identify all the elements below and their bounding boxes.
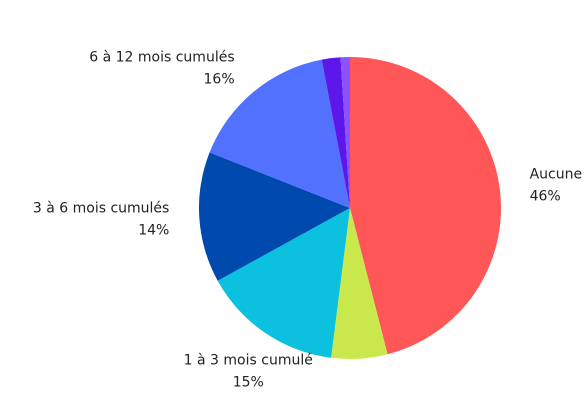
pie-slice (321, 57, 350, 209)
pie-slice (350, 57, 501, 355)
pie-slice (199, 152, 350, 281)
slice-value-label: 15% (233, 375, 264, 391)
pie-slice (340, 57, 350, 208)
pie-slice (331, 208, 388, 360)
slice-value-label: 16% (204, 72, 235, 88)
slice-label: 6 à 12 mois cumulés (89, 50, 234, 66)
slice-label: 1 à 3 mois cumulé (184, 353, 313, 369)
slice-label: 3 à 6 mois cumulés (33, 200, 169, 216)
slice-value-label: 14% (138, 222, 169, 238)
pie-slice (217, 208, 350, 358)
slice-label: Aucune (530, 166, 583, 182)
pie-slice (209, 59, 350, 209)
slice-value-label: 46% (530, 188, 561, 204)
